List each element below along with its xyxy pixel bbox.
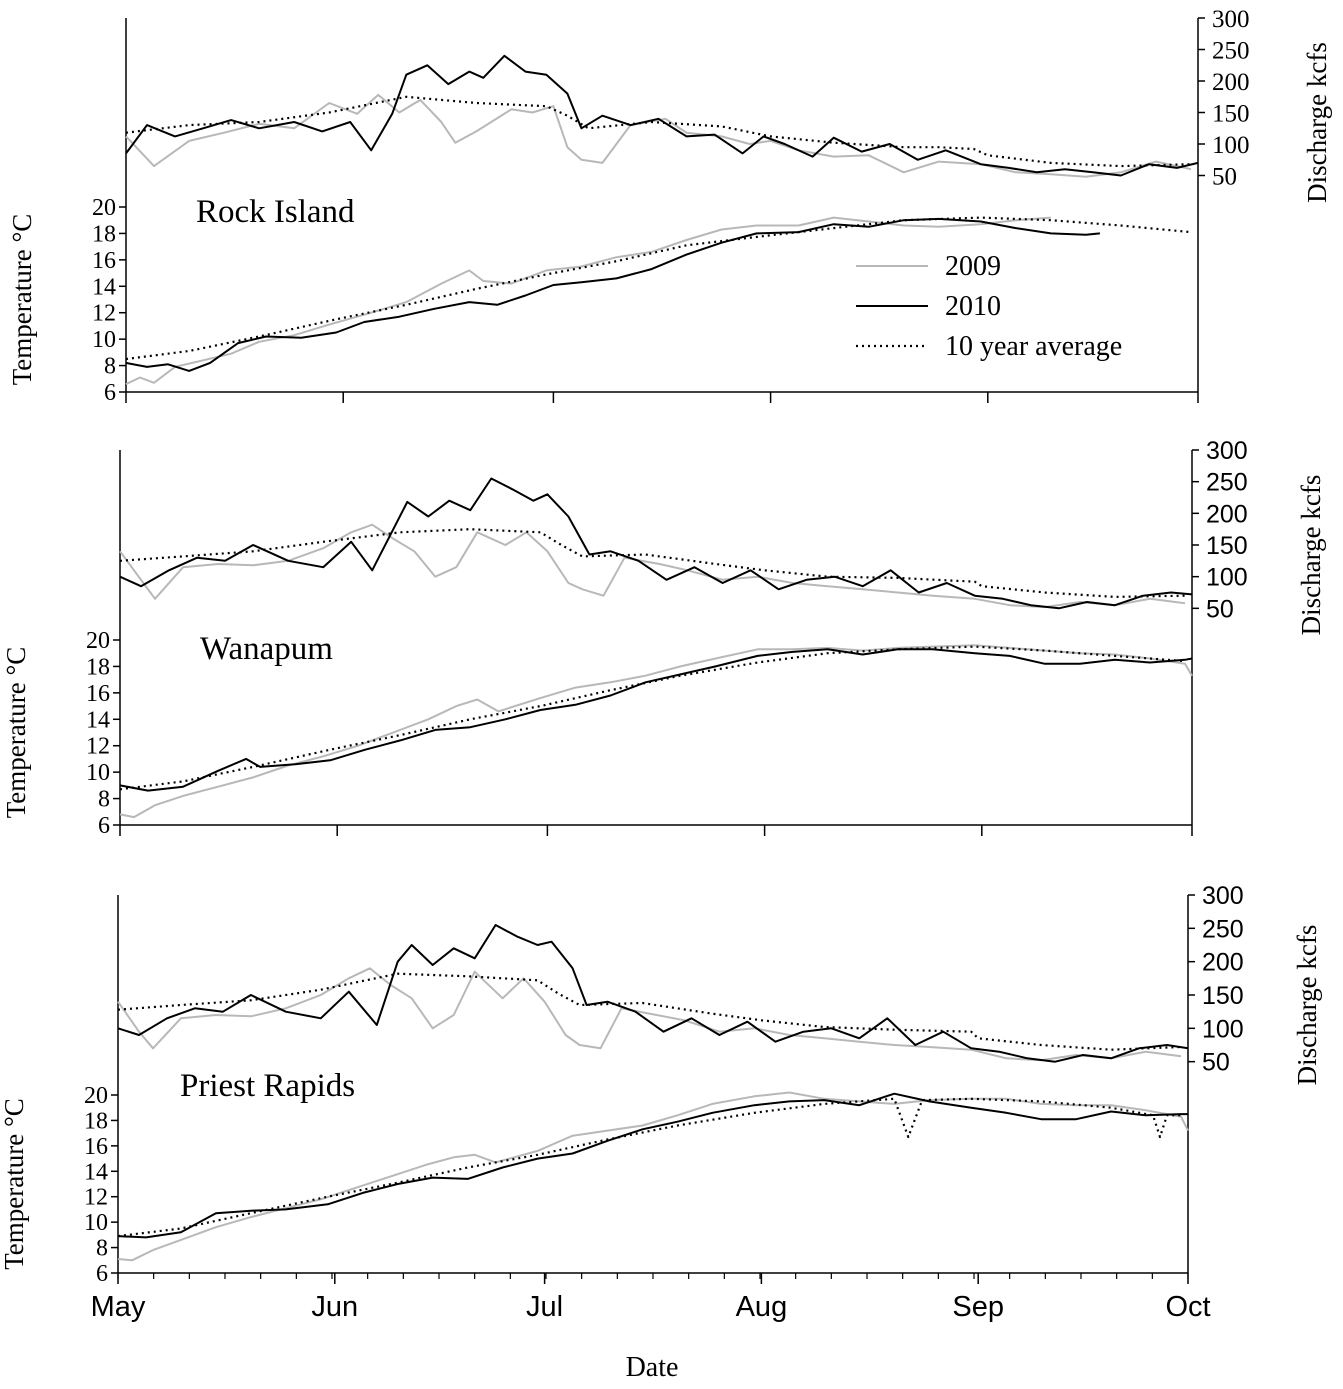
x-tick-label: Oct <box>1165 1291 1210 1323</box>
discharge-tick-label: 150 <box>1206 532 1248 560</box>
temperature-tick-label: 14 <box>84 1159 108 1185</box>
discharge-line-10-year-average <box>117 972 1182 1051</box>
panel-title: Priest Rapids <box>180 1068 355 1104</box>
left-axis-title: Temperature °C <box>1 647 31 819</box>
discharge-tick-label: 250 <box>1202 915 1244 943</box>
temperature-tick-label: 8 <box>104 354 116 380</box>
temperature-tick-label: 6 <box>98 813 110 839</box>
temperature-tick-label: 8 <box>98 787 110 813</box>
discharge-tick-label: 50 <box>1212 164 1237 191</box>
temperature-line-2009 <box>125 216 1051 386</box>
x-tick-label: May <box>91 1291 146 1323</box>
temperature-tick-label: 20 <box>86 628 110 654</box>
temperature-tick-label: 10 <box>84 1210 108 1236</box>
right-axis-title: Discharge kcfs <box>1296 475 1326 636</box>
legend-label: 10 year average <box>945 331 1122 362</box>
temperature-tick-label: 6 <box>96 1261 108 1287</box>
discharge-tick-label: 200 <box>1206 500 1248 528</box>
discharge-line-2009 <box>119 523 1186 609</box>
temperature-tick-label: 12 <box>86 734 110 760</box>
temperature-tick-label: 16 <box>84 1134 108 1160</box>
discharge-tick-label: 100 <box>1212 132 1250 159</box>
legend: 2009 2010 10 year average <box>856 251 1122 362</box>
temperature-tick-label: 14 <box>92 274 116 300</box>
discharge-line-2009 <box>125 93 1192 178</box>
discharge-tick-label: 300 <box>1202 882 1244 910</box>
discharge-line-2010 <box>117 924 1189 1063</box>
temperature-line-2009 <box>117 1091 1189 1262</box>
temperature-line-10-year-average <box>117 1097 1181 1238</box>
temperature-tick-label: 14 <box>86 707 110 733</box>
temperature-tick-label: 8 <box>96 1236 108 1262</box>
temperature-line-2009 <box>119 644 1193 819</box>
discharge-tick-label: 150 <box>1202 982 1244 1010</box>
temperature-tick-label: 12 <box>92 301 116 327</box>
temperature-tick-label: 10 <box>86 760 110 786</box>
temperature-line-2010 <box>117 1092 1188 1239</box>
temperature-tick-label: 18 <box>92 221 116 247</box>
discharge-line-2009 <box>117 967 1182 1062</box>
temperature-tick-label: 20 <box>92 195 116 221</box>
right-axis-title: Discharge kcfs <box>1302 42 1332 203</box>
discharge-tick-label: 50 <box>1202 1049 1230 1077</box>
right-axis-title: Discharge kcfs <box>1292 925 1322 1086</box>
x-tick-label: Sep <box>952 1291 1004 1323</box>
temperature-tick-label: 6 <box>104 380 116 406</box>
x-tick-label: Jun <box>311 1291 358 1323</box>
discharge-tick-label: 150 <box>1212 101 1250 128</box>
temperature-tick-label: 16 <box>86 681 110 707</box>
x-tick-label: Aug <box>736 1291 788 1323</box>
temperature-line-10-year-average <box>125 216 1192 361</box>
temperature-tick-label: 18 <box>84 1108 108 1134</box>
left-axis-title: Temperature °C <box>0 1098 29 1270</box>
panel-title: Wanapum <box>200 631 333 667</box>
discharge-tick-label: 300 <box>1212 6 1250 33</box>
x-tick-label: Jul <box>526 1291 563 1323</box>
discharge-tick-label: 200 <box>1212 69 1250 96</box>
temperature-line-2010 <box>125 217 1100 372</box>
temperature-line-10-year-average <box>119 645 1186 791</box>
temperature-tick-label: 18 <box>86 654 110 680</box>
discharge-line-10-year-average <box>125 95 1192 168</box>
discharge-line-2010 <box>125 54 1199 177</box>
left-axis-title: Temperature °C <box>7 214 37 386</box>
discharge-tick-label: 300 <box>1206 437 1248 465</box>
panel-title: Rock Island <box>196 194 355 230</box>
discharge-tick-label: 200 <box>1202 949 1244 977</box>
discharge-tick-label: 100 <box>1202 1015 1244 1043</box>
x-axis-title: Date <box>626 1352 679 1383</box>
legend-label: 2009 <box>945 251 1001 282</box>
temperature-tick-label: 12 <box>84 1185 108 1211</box>
discharge-tick-label: 50 <box>1206 595 1234 623</box>
discharge-line-10-year-average <box>119 528 1186 598</box>
temperature-tick-label: 10 <box>92 327 116 353</box>
temperature-line-2010 <box>119 648 1193 792</box>
discharge-line-2010 <box>119 477 1193 610</box>
legend-label: 2010 <box>945 291 1001 322</box>
temperature-tick-label: 20 <box>84 1083 108 1109</box>
discharge-tick-label: 100 <box>1206 564 1248 592</box>
discharge-tick-label: 250 <box>1212 38 1250 65</box>
temperature-tick-label: 16 <box>92 248 116 274</box>
discharge-tick-label: 250 <box>1206 469 1248 497</box>
